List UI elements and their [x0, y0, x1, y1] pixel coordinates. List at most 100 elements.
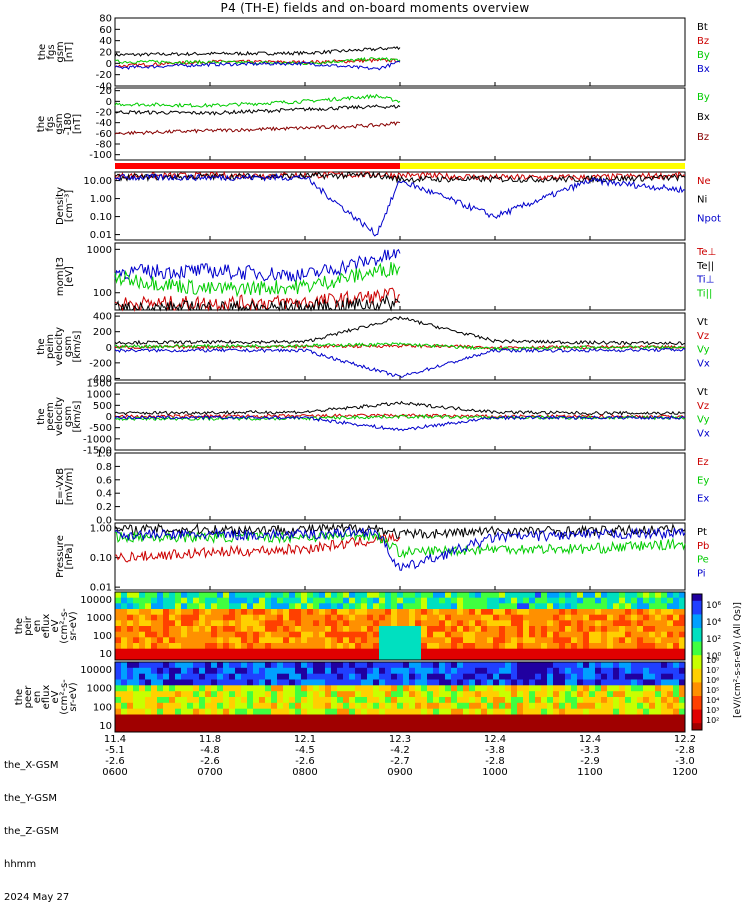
spectrogram-cell [643, 648, 650, 655]
spectrogram-cell [655, 654, 662, 661]
spectrogram-cell [241, 714, 248, 721]
spectrogram-cell [361, 714, 368, 721]
spectrogram-cell [295, 708, 302, 715]
spectrogram-cell [403, 673, 410, 680]
spectrogram-cell [679, 720, 686, 727]
spectrogram-cell [439, 631, 446, 638]
spectrogram-cell [475, 648, 482, 655]
spectrogram-cell [643, 597, 650, 604]
y-axis-label: eflux [41, 614, 52, 639]
spectrogram-cell [385, 603, 392, 610]
row-label-x: the_X-GSM [4, 760, 59, 771]
spectrogram-cell [409, 609, 416, 616]
spectrogram-cell [595, 726, 602, 733]
y-tick-label: 0.10 [90, 212, 112, 223]
spectrogram-cell [259, 685, 266, 692]
spectrogram-cell [253, 592, 260, 599]
spectrogram-cell [235, 626, 242, 633]
spectrogram-cell [535, 708, 542, 715]
spectrogram-cell [523, 667, 530, 675]
spectrogram-cell [145, 603, 152, 610]
spectrogram-cell [421, 697, 428, 704]
series-Pe [114, 529, 686, 559]
spectrogram-cell [307, 720, 314, 727]
spectrogram-cell [295, 720, 302, 727]
spectrogram-cell [337, 708, 344, 715]
spectrogram-cell [373, 726, 380, 733]
spectrogram-cell [493, 708, 500, 715]
spectrogram-cell [403, 603, 410, 610]
spectrogram-cell [373, 620, 380, 627]
spectrogram-cell [541, 648, 548, 655]
spectrogram-cell [223, 673, 230, 680]
spectrogram-cell [451, 685, 458, 692]
spectrogram-cell [163, 720, 170, 727]
spectrogram-cell [133, 592, 140, 599]
spectrogram-cell [139, 679, 146, 686]
spectrogram-cell [337, 648, 344, 655]
spectrogram-cell [169, 662, 176, 669]
spectrogram-cell [565, 708, 572, 715]
spectrogram-cell [565, 685, 572, 692]
spectrogram-cell [139, 697, 146, 704]
spectrogram-cell [409, 631, 416, 638]
spectrogram-cell [577, 654, 584, 661]
spectrogram-cell [487, 648, 494, 655]
spectrogram-cell [583, 637, 590, 644]
spectrogram-cell [175, 620, 182, 627]
spectrogram-cell [577, 702, 584, 710]
spectrogram-cell [445, 648, 452, 655]
row-label-hhmm: hhmm [4, 859, 37, 870]
spectrogram-cell [163, 702, 170, 710]
spectrogram-cell [187, 685, 194, 692]
spectrogram-cell [247, 726, 254, 733]
spectrogram-cell [349, 643, 356, 650]
spectrogram-cell [619, 597, 626, 604]
spectrogram-cell [181, 679, 188, 686]
spectrogram-cell [403, 714, 410, 721]
spectrogram-cell [229, 609, 236, 616]
spectrogram-cell [217, 654, 224, 661]
spectrogram-cell [475, 637, 482, 644]
spectrogram-cell [337, 597, 344, 604]
spectrogram-cell [607, 673, 614, 680]
spectrogram-cell [361, 726, 368, 733]
spectrogram-cell [193, 620, 200, 627]
legend-Bx: Bx [697, 112, 710, 123]
spectrogram-cell [661, 637, 668, 644]
spectrogram-cell [427, 714, 434, 721]
spectrogram-cell [403, 626, 410, 633]
spectrogram-cell [277, 614, 284, 621]
spectrogram-cell [583, 603, 590, 610]
spectrogram-cell [415, 626, 422, 633]
spectrogram-cell [679, 702, 686, 710]
spectrogram-cell [289, 714, 296, 721]
spectrogram-cell [289, 667, 296, 675]
spectrogram-cell [169, 643, 176, 650]
spectrogram-cell [115, 685, 122, 692]
spectrogram-cell [301, 708, 308, 715]
spectrogram-cell [343, 679, 350, 686]
spectrogram-cell [163, 597, 170, 604]
spectrogram-cell [619, 626, 626, 633]
spectrogram-cell [433, 697, 440, 704]
spectrogram-cell [211, 614, 218, 621]
spectrogram-cell [469, 643, 476, 650]
spectrogram-cell [493, 648, 500, 655]
colorbar-cell [692, 713, 702, 717]
colorbar-cell [692, 648, 702, 653]
spectrogram-cell [577, 662, 584, 669]
spectrogram-cell [187, 673, 194, 680]
spectrogram-cell [661, 631, 668, 638]
spectrogram-cell [271, 592, 278, 599]
spectrogram-cell [451, 637, 458, 644]
spectrogram-cell [313, 714, 320, 721]
spectrogram-cell [613, 697, 620, 704]
spectrogram-cell [661, 685, 668, 692]
spectrogram-cell [571, 609, 578, 616]
spectrogram-cell [547, 637, 554, 644]
spectrogram-cell [229, 667, 236, 675]
spectrogram-cell [403, 697, 410, 704]
spectrogram-cell [205, 726, 212, 733]
spectrogram-cell [115, 637, 122, 644]
